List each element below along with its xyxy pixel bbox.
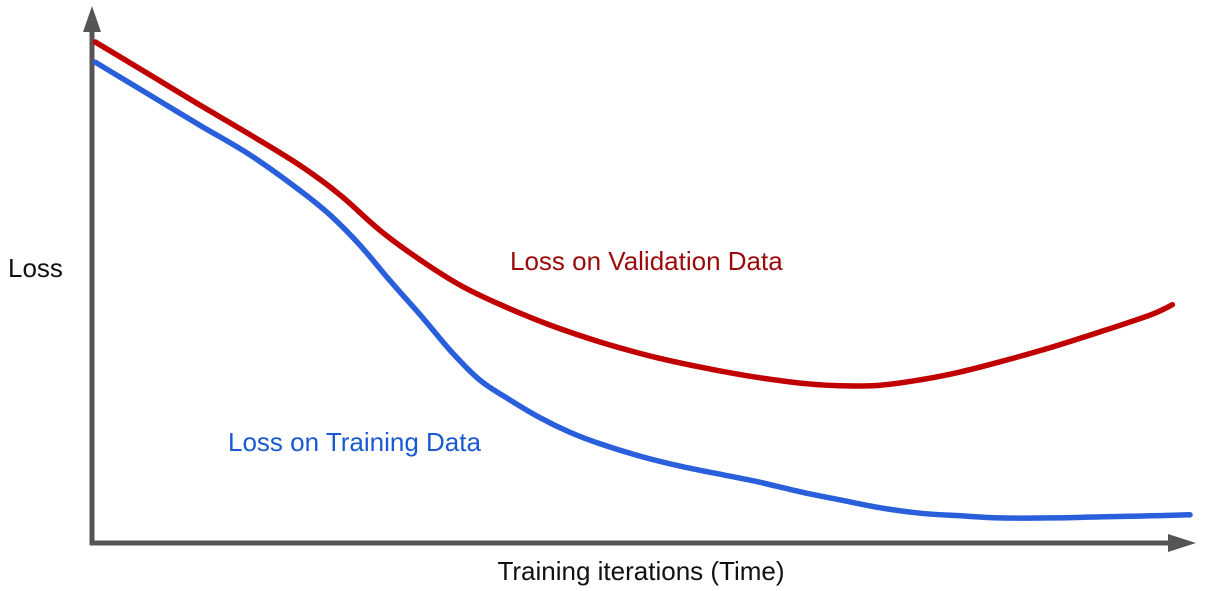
training-series-label: Loss on Training Data xyxy=(228,427,481,457)
y-axis-arrowhead xyxy=(83,6,101,32)
validation-loss-curve xyxy=(92,39,1176,389)
x-axis-arrowhead xyxy=(1168,534,1196,552)
y-axis-label: Loss xyxy=(8,253,63,283)
training-loss-curve xyxy=(92,59,1193,521)
x-axis-label: Training iterations (Time) xyxy=(497,556,785,586)
validation-series-label: Loss on Validation Data xyxy=(510,246,783,276)
